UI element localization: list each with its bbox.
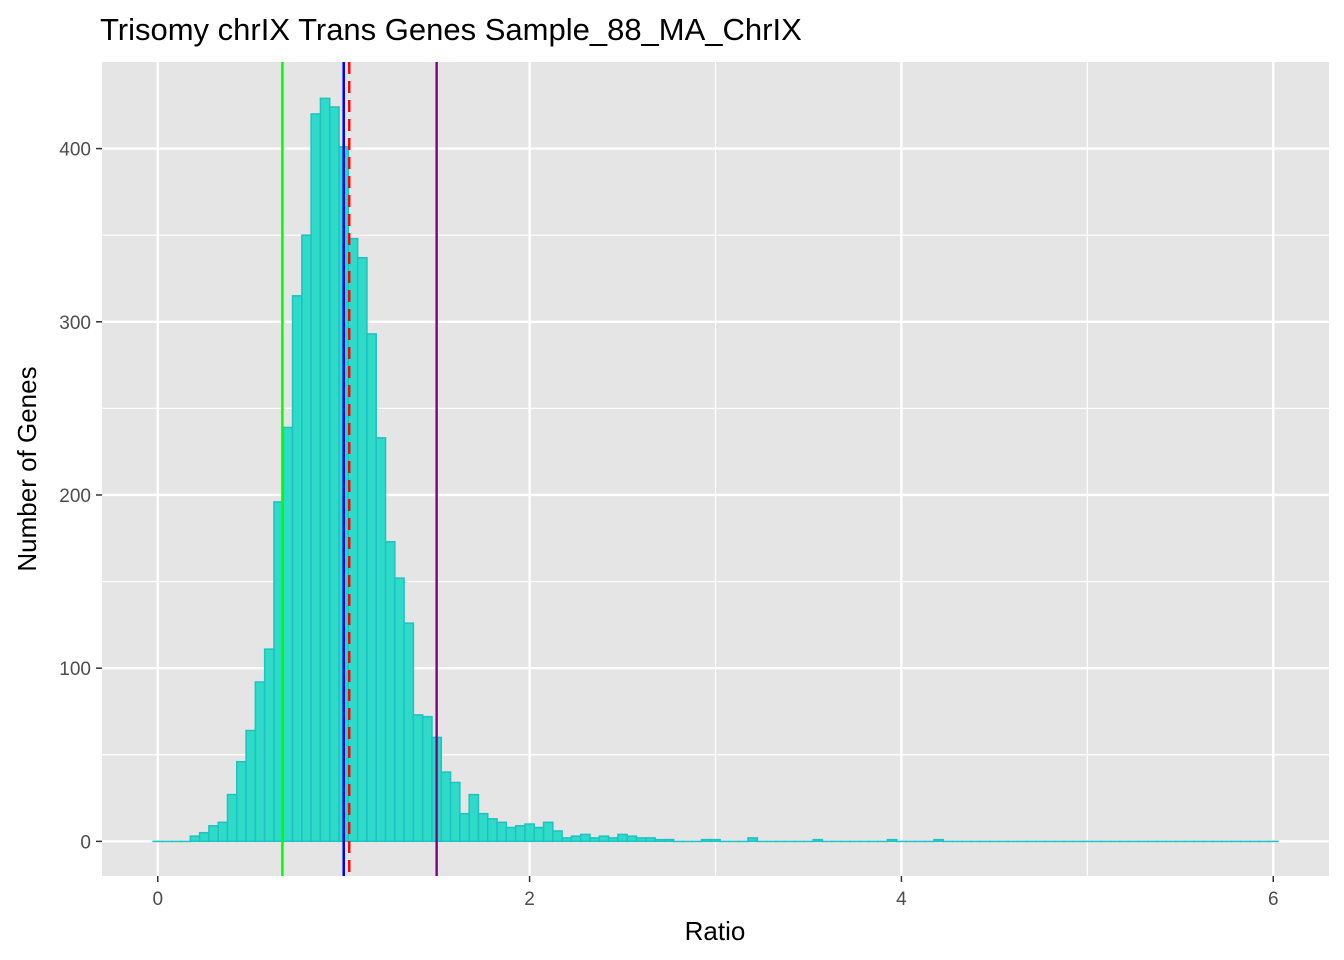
x-axis-ticks: 0 2 4 6: [152, 876, 1279, 910]
histogram-bar: [552, 830, 563, 843]
histogram-bar: [663, 838, 675, 843]
histogram-bar: [561, 837, 573, 843]
histogram-bar: [533, 826, 545, 843]
histogram-bar: [654, 838, 666, 843]
reference-lines: [281, 62, 438, 876]
histogram-bar: [440, 771, 452, 843]
histogram-bar: [468, 793, 480, 843]
histogram-bar: [579, 833, 591, 843]
histogram-bar: [263, 648, 275, 843]
y-tick-label: 100: [59, 659, 91, 680]
histogram-bar: [589, 837, 601, 843]
histogram-bar: [366, 333, 377, 843]
histogram-bar: [226, 793, 238, 843]
histogram-bar: [459, 812, 470, 843]
histogram-bar: [812, 838, 824, 843]
histogram-bar: [245, 729, 257, 843]
histogram-bar: [189, 835, 201, 843]
histogram-bar: [375, 437, 387, 843]
major-gridlines: [102, 62, 1329, 876]
histogram-bar: [319, 97, 331, 843]
histogram-bar: [933, 838, 944, 843]
x-tick-label: 2: [524, 889, 535, 910]
histogram-bar: [496, 821, 508, 843]
histogram-bar: [710, 838, 721, 843]
histogram-bar: [236, 760, 247, 843]
histogram-bar: [208, 825, 219, 843]
histogram-bar: [254, 681, 266, 843]
histogram-bar: [626, 835, 638, 843]
histogram-bar: [542, 821, 554, 843]
histogram-bar: [282, 426, 294, 843]
y-tick-label: 300: [59, 313, 91, 334]
histogram-bar: [505, 826, 517, 843]
histogram-bar: [412, 714, 424, 843]
histogram-bar: [394, 577, 405, 843]
histogram-bar: [310, 113, 322, 843]
histogram-bar: [301, 234, 312, 843]
histogram-bar: [645, 837, 656, 843]
histogram-bar: [635, 837, 647, 843]
histogram-bar: [291, 295, 303, 843]
x-tick-label: 6: [1268, 889, 1279, 910]
histogram-bar: [617, 833, 628, 843]
y-tick-label: 400: [59, 140, 91, 161]
chart-title: Trisomy chrIX Trans Genes Sample_88_MA_C…: [100, 12, 802, 47]
x-tick-label: 0: [152, 889, 163, 910]
histogram-bar: [477, 812, 489, 843]
histogram-bar: [598, 835, 610, 843]
histogram-bar: [403, 622, 415, 843]
histogram-bar: [198, 831, 210, 843]
histogram-bar: [607, 837, 619, 843]
histogram-bar: [570, 835, 582, 843]
histogram-bar: [700, 838, 712, 843]
histogram-bar: [514, 825, 526, 843]
y-axis-ticks: 0 100 200 300 400: [59, 140, 102, 853]
histogram-bar: [328, 106, 340, 843]
histogram-bar: [217, 821, 229, 843]
x-tick-label: 4: [896, 889, 907, 910]
x-axis-title: Ratio: [685, 916, 746, 946]
histogram-bar: [421, 715, 433, 843]
histogram-bar: [487, 818, 498, 843]
histogram-bars: [152, 97, 1279, 843]
histogram-bar: [449, 781, 461, 843]
histogram-bar: [886, 838, 898, 843]
y-tick-label: 0: [80, 832, 91, 853]
y-axis-title: Number of Genes: [12, 366, 42, 571]
histogram-bar: [747, 837, 759, 843]
histogram-bar: [524, 823, 535, 843]
histogram-bar: [356, 256, 368, 843]
y-tick-label: 200: [59, 486, 91, 507]
histogram-bar: [384, 540, 396, 843]
